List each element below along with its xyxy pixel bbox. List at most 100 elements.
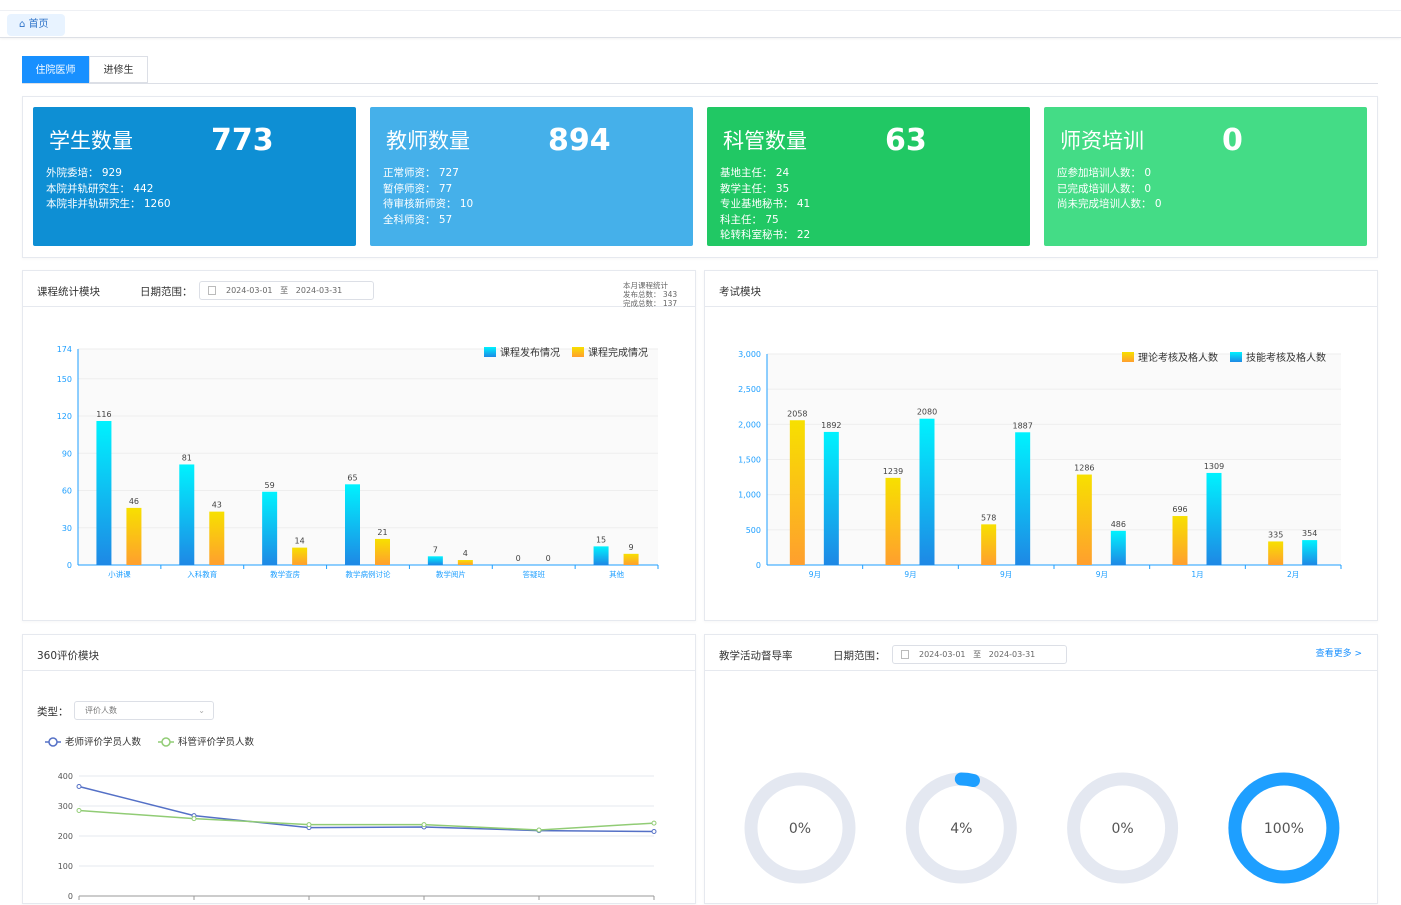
data-label: 1887 [1012,421,1032,430]
data-label: 21 [377,528,387,537]
top-divider [0,10,1401,11]
y-tick-label: 200 [58,832,73,841]
x-tick-label: 其他 [609,569,624,579]
bar [209,511,225,565]
x-tick-label: 1月 [1191,570,1203,579]
type-label: 类型： [37,706,69,718]
stat-card: 科管数量 63 基地主任： 24 教学主任： 35 专业基地秘书： 41 科主任： 75 轮… [707,107,1030,246]
tabs: 住院医师 进修生 [22,56,1378,84]
bar [623,553,639,565]
exam-title: 考试模块 [719,286,761,298]
data-label: 354 [1302,529,1317,538]
tab-trainee[interactable]: 进修生 [89,56,148,83]
course-bar-chart: 0306090120150174小讲课11646入科教育8143教学查房5914… [57,345,659,579]
data-point [421,822,427,828]
donut-charts: 0% 4% 0% 100% [744,772,1340,884]
legend-marker [161,737,171,747]
stat-details: 正常师资： 727 暂停师资： 77 待审核新师资： 10 全科师资： 57 [383,166,473,228]
stat-line: 科主任： 75 [720,213,779,226]
eval-panel: 360评价模块 类型： 评价人数 ⌄ 0 100 200 300 400 老师评价学员人数 科… [22,634,696,904]
stat-line: 外院委培： 929 [46,167,122,179]
x-tick-label: 入科教育 [187,569,217,579]
bar [375,538,390,565]
legend-swatch [572,347,584,357]
bar [1268,541,1284,565]
y-tick-label: 0 [68,892,73,901]
y-tick-label: 30 [62,524,72,533]
bar [1076,474,1092,565]
series-line [78,785,655,833]
activity-date-range[interactable]: 2024-03-01 至 2024-03-31 [892,645,1067,664]
bar [345,484,360,565]
data-point [536,827,542,833]
exam-bar-chart: 0 500 1,000 1,500 2,000 2,500 3,000 9月 2058 1892 9… [738,350,1342,579]
course-title: 课程统计模块 [37,286,100,298]
bar [789,420,805,565]
legend-swatch [484,347,496,357]
x-tick-label: 9月 [809,570,821,579]
x-tick-label: 2月 [1287,570,1299,579]
stat-line: 本院并轨研究生： 442 [46,182,154,195]
x-tick-label: 教学病例讨论 [346,569,391,579]
donut-label: 0% [1111,821,1133,837]
data-label: 1892 [821,421,841,430]
y-tick-label: 2,500 [738,385,761,394]
y-tick-label: 1,500 [738,456,761,465]
eval-title: 360评价模块 [37,650,100,662]
stat-line: 应参加培训人数： 0 [1057,167,1152,179]
legend-label: 课程完成情况 [588,346,648,359]
data-label: 578 [981,513,996,522]
stat-details: 应参加培训人数： 0 已完成培训人数： 0 尚未完成培训人数： 0 [1057,166,1162,213]
data-label: 65 [347,473,357,482]
data-label: 116 [96,410,111,419]
tab-resident[interactable]: 住院医师 [22,56,89,83]
stat-line: 本院非并轨研究生： 1260 [46,198,171,210]
data-label: 2080 [917,408,937,417]
y-tick-label: 100 [58,862,73,871]
bar [179,464,195,565]
data-label: 59 [265,481,275,490]
home-icon: ⌂ [19,19,26,30]
bar [1110,530,1126,565]
data-label: 2058 [787,409,807,418]
date-label: 日期范围： [833,650,886,662]
data-label: 0 [546,554,551,563]
data-point [651,829,657,834]
data-point [651,820,657,826]
x-tick-label: 9月 [904,570,916,579]
data-point [191,816,197,822]
course-date-range[interactable]: 2024-03-01 至 2024-03-31 [199,281,374,300]
y-tick-label: 3,000 [738,350,761,359]
stat-line: 尚未完成培训人数： 0 [1057,198,1162,210]
stat-title: 科管数量 [723,129,807,153]
donut-track [744,772,856,884]
tag-home[interactable]: ⌂ 首页 [7,14,65,36]
type-select[interactable]: 评价人数 ⌄ [74,701,214,720]
stat-title: 教师数量 [386,129,470,153]
stat-value: 894 [548,123,611,158]
donut-progress [905,772,1017,884]
stat-title: 学生数量 [49,129,133,153]
data-point [76,808,82,813]
stat-line: 待审核新师资： 10 [383,198,474,210]
data-label: 4 [463,549,468,558]
bar [262,491,278,565]
calendar-icon [208,286,216,295]
stat-line: 正常师资： 727 [383,167,459,179]
data-label: 9 [629,543,634,552]
legend-marker [48,737,58,747]
x-tick-label: 教学查房 [270,569,300,579]
bar [292,547,308,565]
x-tick-label: 9月 [1096,570,1108,579]
stat-card: 教师数量 894 正常师资： 727 暂停师资： 77 待审核新师资： 10 全科师资： … [370,107,693,246]
x-tick-label: 教学阅片 [436,569,466,579]
eval-line-chart: 0 100 200 300 400 老师评价学员人数 科管评价学员人数 [45,736,657,901]
plot-bg [78,349,658,565]
activity-header: 教学活动督导率 日期范围： 2024-03-01 至 2024-03-31 查看… [705,635,1377,671]
stat-value: 773 [211,123,274,158]
data-label: 1286 [1074,464,1094,473]
stat-line: 教学主任： 35 [720,182,790,195]
bar [981,524,997,565]
view-more-link[interactable]: 查看更多 > [1315,649,1362,659]
donut-label: 0% [789,821,811,837]
